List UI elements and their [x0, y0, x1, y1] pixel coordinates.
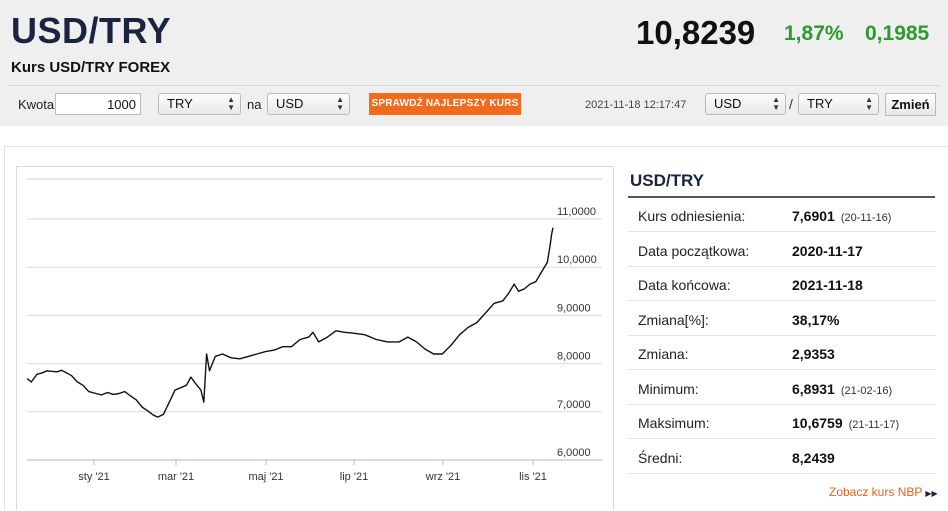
stats-label: Średni: [638, 449, 683, 466]
updown-arrows-icon: ▲ ▼ [772, 95, 780, 112]
pair-separator: / [789, 96, 793, 112]
quote-currency-value: TRY [807, 96, 833, 111]
stats-value: 2020-11-17 [792, 243, 863, 259]
stats-row: Średni: 8,2439 [628, 440, 935, 474]
y-tick-label: 9,0000 [557, 302, 591, 314]
to-currency-select[interactable]: USD ▲ ▼ [267, 93, 350, 115]
double-chevron-right-icon: ▶▶ [925, 489, 938, 498]
x-tick-label: lip '21 [340, 471, 368, 483]
updown-arrows-icon: ▲ ▼ [336, 95, 344, 112]
y-tick-label: 10,0000 [557, 254, 597, 266]
from-currency-select[interactable]: TRY ▲ ▼ [158, 93, 241, 115]
stats-date: (20-11-16) [840, 212, 892, 224]
updown-arrows-icon: ▲ ▼ [865, 95, 873, 112]
rate-chart: 11,0000 10,0000 9,0000 8,0000 7,0000 6,0000 st… [16, 166, 614, 510]
y-tick-label: 6,0000 [557, 447, 591, 459]
stats-date: (21-11-17) [848, 419, 900, 431]
stats-title-rule [628, 196, 935, 198]
stats-row: Data początkowa: 2020-11-17 [628, 233, 935, 267]
from-currency-value: TRY [167, 96, 193, 111]
stats-label: Kurs odniesienia: [638, 208, 746, 224]
to-label: na [247, 97, 262, 112]
y-tick-label: 7,0000 [557, 399, 591, 411]
stats-row: Zmiana: 2,9353 [628, 336, 935, 370]
pair-subtitle: Kurs USD/TRY FOREX [11, 59, 171, 76]
stats-value: 2,9353 [792, 346, 835, 362]
quote-timestamp: 2021-11-18 12:17:47 [585, 99, 687, 111]
current-price: 10,8239 [636, 14, 756, 51]
change-absolute: 0,1985 [865, 22, 930, 45]
amount-label: Kwota [18, 97, 55, 112]
base-currency-select[interactable]: USD ▲ ▼ [705, 93, 786, 115]
rate-chart-svg: 11,0000 10,0000 9,0000 8,0000 7,0000 6,0000 st… [26, 178, 602, 483]
stats-value: 8,2439 [792, 450, 835, 466]
stats-value: 10,6759 (21-11-17) [792, 415, 899, 431]
header-divider [8, 85, 940, 86]
base-currency-value: USD [714, 96, 742, 111]
stats-title: USD/TRY [630, 171, 704, 190]
x-tick-label: mar '21 [158, 471, 194, 483]
change-percent: 1,87% [784, 22, 844, 45]
stats-label: Data końcowa: [638, 277, 731, 293]
stats-row: Data końcowa: 2021-11-18 [628, 267, 935, 301]
y-tick-label: 11,0000 [557, 206, 596, 218]
stats-row: Zmiana[%]: 38,17% [628, 302, 935, 336]
stats-date: (21-02-16) [840, 384, 893, 397]
nbp-link-label: Zobacz kurs NBP [829, 485, 923, 499]
x-tick-label: sty '21 [78, 471, 109, 483]
stats-value-text: 2,9353 [792, 346, 835, 362]
stats-value-text: 2021-11-18 [792, 277, 863, 293]
stats-value: 2021-11-18 [792, 277, 863, 293]
x-tick-label: wrz '21 [425, 471, 461, 483]
stats-value-text: 7,6901 [792, 208, 835, 224]
stats-value-text: 8,2439 [792, 449, 835, 466]
stats-value: 7,6901 (20-11-16) [792, 208, 891, 224]
amount-input[interactable] [55, 93, 141, 115]
stats-value-text: 38,17% [792, 311, 840, 328]
pair-title: USD/TRY [11, 10, 172, 51]
stats-row: Maksimum: 10,6759 (21-11-17) [628, 405, 935, 439]
series-line [26, 227, 554, 418]
stats-label: Minimum: [638, 380, 699, 397]
updown-arrows-icon: ▲ ▼ [227, 95, 235, 112]
best-rate-button[interactable]: SPRAWDŹ NAJLEPSZY KURS [369, 93, 521, 115]
stats-label: Data początkowa: [638, 242, 750, 259]
stats-label: Zmiana[%]: [638, 311, 709, 328]
to-currency-value: USD [276, 96, 304, 111]
stats-label: Maksimum: [638, 415, 710, 431]
quote-currency-select[interactable]: TRY ▲ ▼ [798, 93, 879, 115]
y-tick-label: 8,0000 [557, 351, 591, 363]
stats-value-text: 10,6759 [792, 415, 843, 431]
stats-value-text: 6,8931 [792, 380, 835, 397]
quote-header: USD/TRY Kurs USD/TRY FOREX 10,8239 1,87%… [0, 0, 948, 126]
nbp-rate-link[interactable]: Zobacz kurs NBP ▶▶ [829, 485, 938, 499]
x-tick-label: lis '21 [519, 471, 547, 483]
stats-value: 6,8931 (21-02-16) [792, 381, 892, 397]
stats-row: Minimum: 6,8931 (21-02-16) [628, 371, 935, 405]
x-tick-label: maj '21 [248, 471, 283, 483]
stats-label: Zmiana: [638, 346, 689, 362]
stats-value-text: 2020-11-17 [792, 242, 863, 259]
stats-value: 38,17% [792, 312, 839, 328]
swap-pair-button[interactable]: Zmień [885, 93, 936, 116]
stats-row: Kurs odniesienia: 7,6901 (20-11-16) [628, 198, 935, 232]
